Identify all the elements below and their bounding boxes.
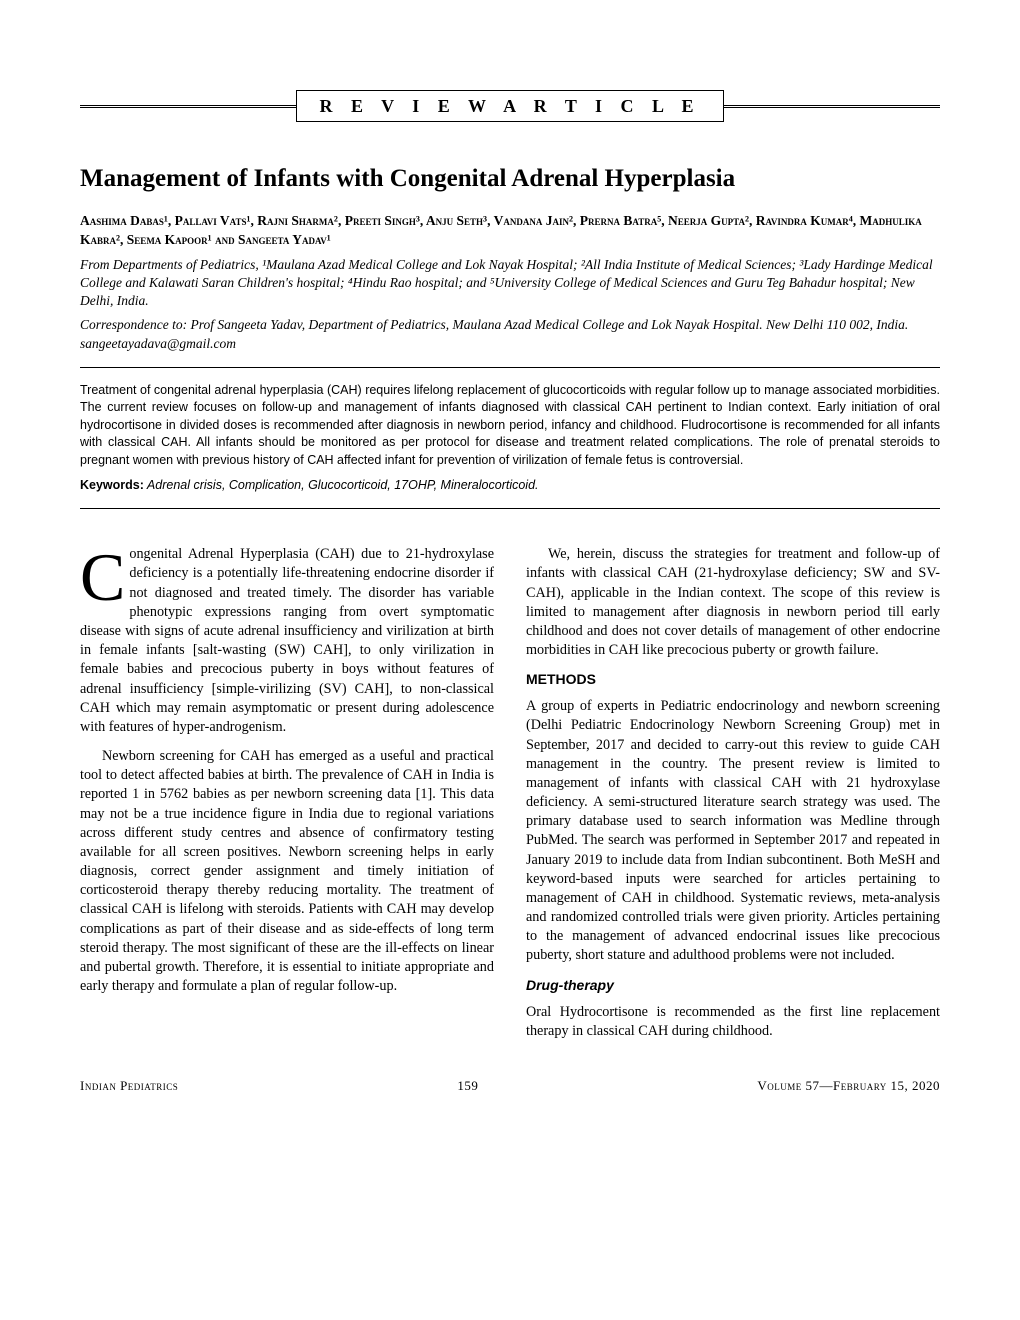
rule-left [80,105,297,108]
authors-line: Aashima Dabas¹, Pallavi Vats¹, Rajni Sha… [80,212,940,250]
methods-heading: METHODS [526,670,940,689]
footer-issue: Volume 57—February 15, 2020 [757,1077,940,1095]
drug-therapy-heading: Drug-therapy [526,976,940,995]
article-type-label: R E V I E W A R T I C L E [296,90,723,122]
correspondence-text: Prof Sangeeta Yadav, Department of Pedia… [80,317,908,350]
footer-page-number: 159 [457,1077,478,1095]
keywords-label: Keywords: [80,478,144,492]
para-1-text: ongenital Adrenal Hyperplasia (CAH) due … [80,546,494,735]
keywords-line: Keywords: Adrenal crisis, Complication, … [80,477,940,494]
dropcap: C [80,545,129,603]
body-columns: Congenital Adrenal Hyperplasia (CAH) due… [80,545,940,1041]
page-footer: Indian Pediatrics 159 Volume 57—February… [80,1077,940,1095]
affiliations: From Departments of Pediatrics, ¹Maulana… [80,256,940,311]
drug-therapy-para: Oral Hydrocortisone is recommended as th… [526,1003,940,1041]
rule-top [80,367,940,368]
para-intro-1: Congenital Adrenal Hyperplasia (CAH) due… [80,545,494,737]
article-type-band: R E V I E W A R T I C L E [80,90,940,122]
methods-para: A group of experts in Pediatric endocrin… [526,697,940,965]
footer-journal: Indian Pediatrics [80,1077,178,1095]
keywords-list: Adrenal crisis, Complication, Glucocorti… [144,478,539,492]
para-intro-3: We, herein, discuss the strategies for t… [526,545,940,660]
rule-bottom [80,508,940,509]
rule-right [723,105,940,108]
correspondence: Correspondence to: Prof Sangeeta Yadav, … [80,316,940,352]
correspondence-label: Correspondence to: [80,317,187,332]
abstract-text: Treatment of congenital adrenal hyperpla… [80,382,940,470]
article-title: Management of Infants with Congenital Ad… [80,162,940,196]
para-intro-2: Newborn screening for CAH has emerged as… [80,747,494,996]
